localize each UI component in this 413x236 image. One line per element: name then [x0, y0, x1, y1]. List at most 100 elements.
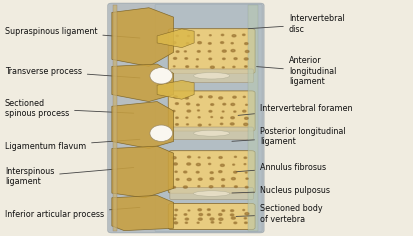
Polygon shape	[112, 101, 173, 148]
Circle shape	[174, 97, 177, 99]
Text: Transverse process: Transverse process	[5, 67, 140, 78]
Polygon shape	[112, 195, 173, 231]
Circle shape	[222, 67, 224, 68]
Circle shape	[172, 109, 176, 111]
Circle shape	[232, 42, 235, 44]
Circle shape	[174, 185, 178, 187]
Circle shape	[244, 178, 246, 180]
Circle shape	[185, 104, 187, 105]
Circle shape	[175, 67, 177, 68]
Circle shape	[243, 58, 245, 59]
Circle shape	[222, 35, 225, 37]
Circle shape	[199, 42, 203, 44]
Circle shape	[173, 117, 176, 119]
Circle shape	[220, 222, 221, 223]
Circle shape	[242, 103, 246, 105]
Ellipse shape	[150, 125, 173, 141]
Circle shape	[233, 34, 236, 36]
Polygon shape	[157, 80, 194, 99]
Circle shape	[185, 35, 188, 36]
Circle shape	[245, 164, 247, 165]
Circle shape	[184, 213, 187, 215]
Polygon shape	[157, 29, 194, 48]
Circle shape	[176, 124, 178, 125]
Circle shape	[210, 50, 213, 51]
Circle shape	[188, 178, 190, 179]
Circle shape	[244, 66, 247, 68]
Circle shape	[242, 110, 245, 112]
Circle shape	[197, 116, 200, 118]
Circle shape	[195, 66, 199, 67]
Circle shape	[233, 66, 236, 68]
Circle shape	[223, 58, 225, 60]
Circle shape	[230, 103, 234, 105]
Polygon shape	[112, 64, 173, 101]
Circle shape	[244, 156, 247, 158]
Polygon shape	[112, 8, 173, 66]
Circle shape	[219, 103, 221, 105]
FancyBboxPatch shape	[108, 3, 264, 233]
Circle shape	[195, 104, 199, 105]
Circle shape	[187, 156, 190, 158]
Circle shape	[222, 117, 224, 118]
Circle shape	[196, 213, 198, 214]
Circle shape	[187, 67, 189, 68]
Circle shape	[173, 222, 175, 223]
Circle shape	[174, 58, 176, 59]
Circle shape	[210, 66, 213, 68]
Circle shape	[175, 178, 177, 179]
Circle shape	[209, 186, 213, 188]
Circle shape	[232, 185, 235, 187]
Circle shape	[221, 157, 223, 158]
Circle shape	[175, 164, 178, 166]
Polygon shape	[112, 146, 173, 198]
Circle shape	[188, 124, 189, 125]
Circle shape	[195, 210, 199, 211]
Circle shape	[208, 178, 211, 180]
Circle shape	[176, 50, 179, 52]
Circle shape	[184, 58, 188, 60]
Circle shape	[188, 110, 190, 111]
Circle shape	[211, 219, 212, 220]
Circle shape	[230, 157, 234, 159]
Circle shape	[176, 213, 179, 215]
Circle shape	[185, 164, 188, 165]
Circle shape	[243, 97, 245, 99]
Circle shape	[176, 218, 178, 219]
Circle shape	[232, 214, 234, 215]
Circle shape	[207, 214, 211, 216]
Circle shape	[234, 172, 237, 173]
Text: Sectioned
spinous process: Sectioned spinous process	[5, 99, 134, 118]
Circle shape	[186, 50, 189, 51]
Circle shape	[230, 59, 234, 60]
Circle shape	[210, 164, 213, 165]
Ellipse shape	[150, 67, 173, 84]
Circle shape	[222, 171, 225, 173]
FancyBboxPatch shape	[155, 4, 262, 232]
Circle shape	[199, 96, 202, 98]
Circle shape	[245, 185, 248, 187]
FancyBboxPatch shape	[168, 203, 255, 230]
Circle shape	[235, 51, 237, 52]
Circle shape	[211, 157, 212, 158]
Circle shape	[231, 164, 233, 166]
Ellipse shape	[194, 72, 230, 79]
Text: Ligamentum flavum: Ligamentum flavum	[5, 139, 140, 151]
Circle shape	[209, 172, 211, 173]
Ellipse shape	[194, 191, 230, 196]
Circle shape	[210, 110, 212, 111]
Circle shape	[223, 163, 225, 165]
Circle shape	[187, 171, 190, 173]
Circle shape	[244, 43, 246, 45]
Circle shape	[172, 157, 176, 159]
Circle shape	[221, 51, 225, 52]
Circle shape	[174, 42, 178, 44]
Circle shape	[211, 97, 214, 99]
Text: Intervertebral
disc: Intervertebral disc	[248, 14, 344, 34]
Circle shape	[208, 123, 211, 125]
Circle shape	[222, 97, 226, 99]
Circle shape	[233, 97, 237, 99]
Circle shape	[222, 43, 224, 44]
Circle shape	[244, 123, 247, 125]
Circle shape	[186, 186, 189, 188]
